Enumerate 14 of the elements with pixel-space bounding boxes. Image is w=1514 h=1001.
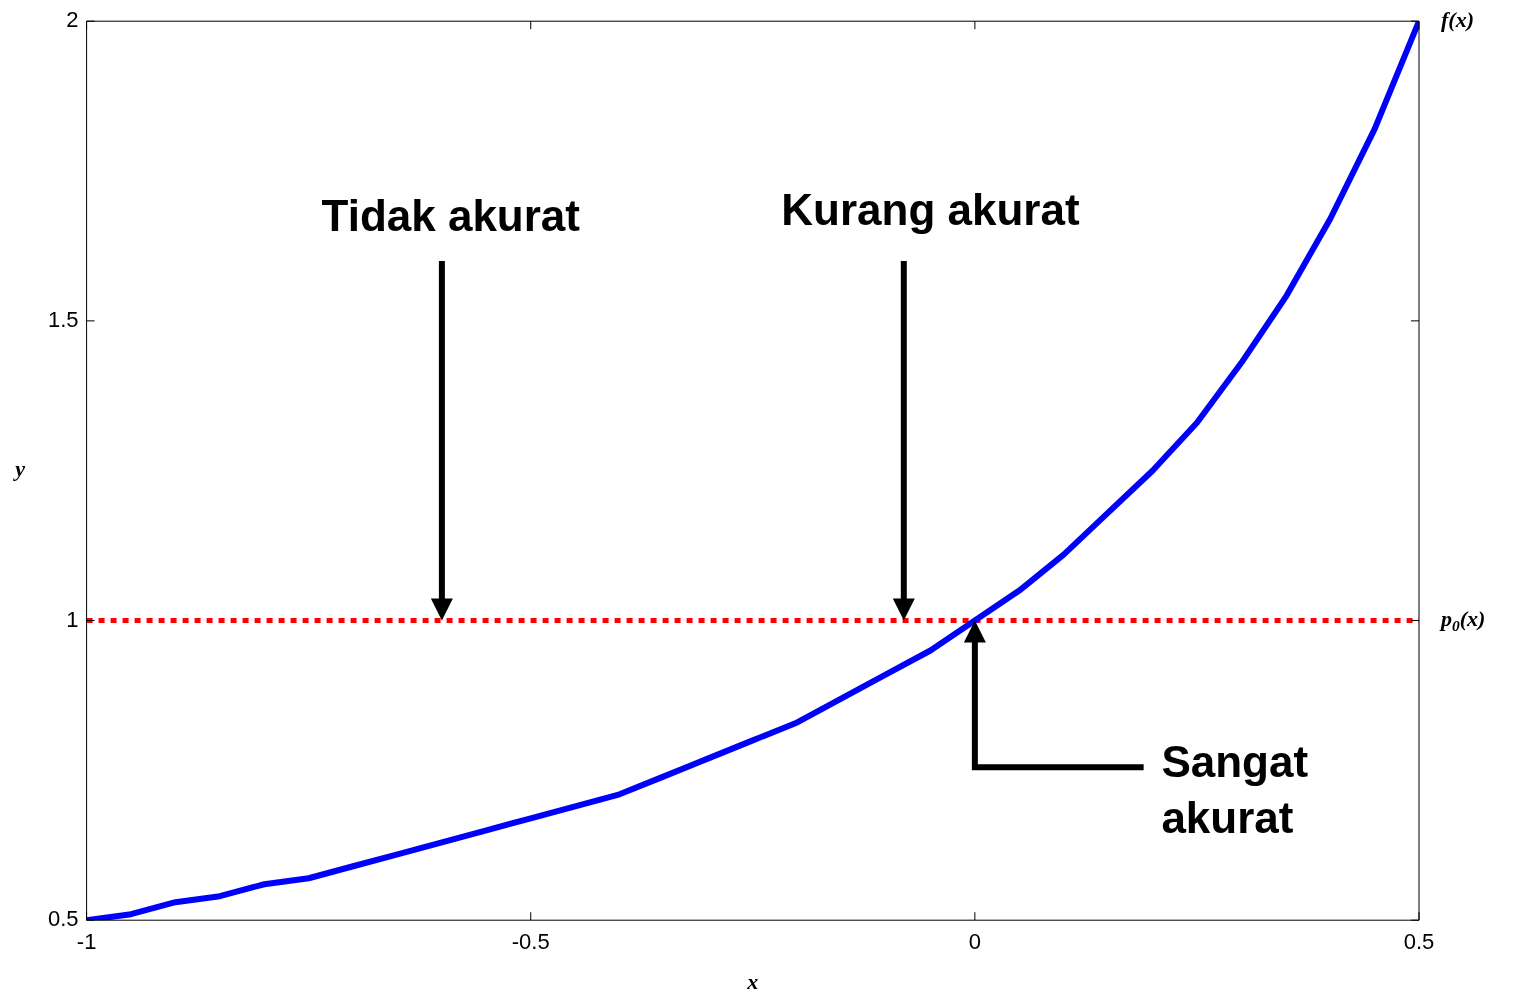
annotation: Tidak akurat — [321, 191, 581, 241]
y-axis-title: y — [12, 456, 26, 482]
y-tick-label: 1.5 — [47, 306, 79, 332]
y-tick-label: 1 — [66, 606, 79, 632]
annotation: Sangat akurat — [1161, 736, 1309, 842]
x-tick-label: 0.5 — [1403, 929, 1435, 955]
y-tick-label: 2 — [66, 7, 79, 33]
x-tick-label: -1 — [76, 929, 97, 955]
x-axis-title: x — [746, 969, 759, 995]
x-tick-label: -0.5 — [511, 929, 550, 955]
annotation: Kurang akurat — [781, 185, 1080, 235]
series-label: f(x) — [1441, 6, 1474, 32]
x-tick-label: 0 — [968, 929, 981, 955]
y-tick-label: 0.5 — [47, 906, 79, 932]
